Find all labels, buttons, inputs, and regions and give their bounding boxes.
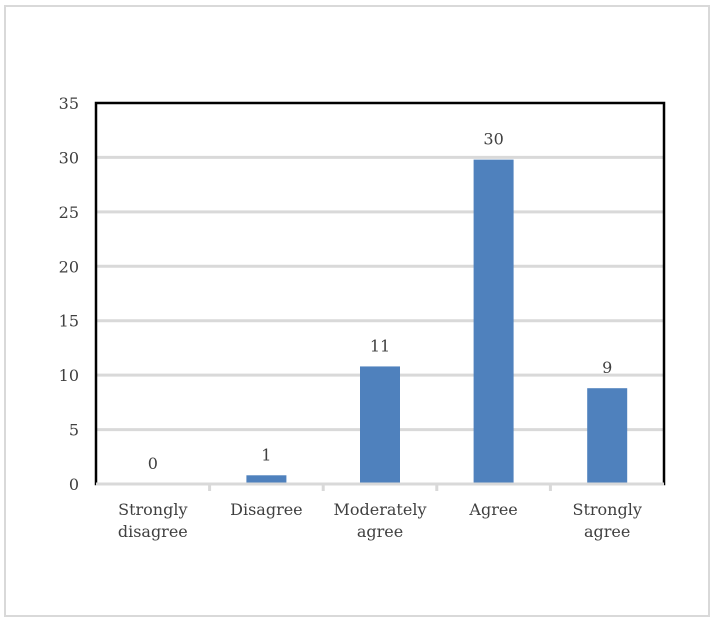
category-label: Disagree [230,500,303,519]
bars [246,159,628,484]
y-tick-label: 25 [59,203,79,222]
bar [587,388,628,484]
category-label: Moderately [334,500,427,519]
y-tick-label: 0 [69,475,79,494]
category-labels: Strongly disagree Disagree Moderately agree A… [118,500,642,541]
y-tick-label: 10 [59,366,79,385]
y-tick-label: 5 [69,421,79,440]
y-tick-label: 30 [59,148,79,167]
data-label: 1 [261,445,271,464]
category-label: disagree [118,522,188,541]
chart-frame [4,5,710,617]
data-label: 11 [370,336,390,355]
y-tick-label: 35 [59,94,79,113]
data-label: 9 [602,358,612,377]
y-axis-ticks: 0 5 10 15 20 25 30 35 [59,94,79,494]
y-tick-label: 20 [59,257,79,276]
data-label: 30 [483,130,503,149]
bar [246,475,287,484]
category-label: Strongly [573,500,642,519]
category-label: agree [357,522,403,541]
y-tick-label: 15 [59,312,79,331]
gridlines [96,155,664,432]
category-label: Strongly [118,500,187,519]
bar [473,159,514,484]
data-label: 0 [148,454,158,473]
category-label: agree [584,522,630,541]
category-label: Agree [468,500,517,519]
bar [360,366,400,484]
